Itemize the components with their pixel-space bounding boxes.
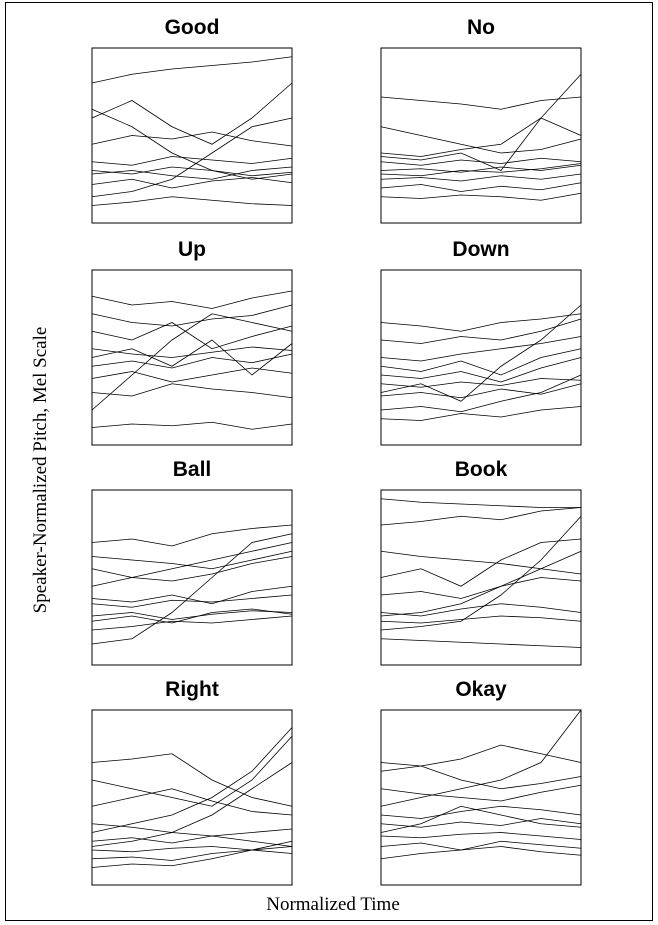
pitch-contour (380, 784, 582, 802)
pitch-contour (380, 173, 582, 182)
figure-border (5, 2, 653, 921)
pitch-contour (91, 762, 293, 847)
pitch-contour (380, 818, 582, 828)
plot-frame (380, 269, 582, 446)
pitch-contour (380, 846, 582, 860)
pitch-contour (380, 318, 582, 344)
pitch-contour (91, 156, 293, 166)
pitch-contour (91, 556, 293, 582)
pitch-contour (380, 515, 582, 631)
pitch-contour (380, 709, 582, 807)
pitch-contour (91, 56, 293, 84)
plot-frame (91, 489, 293, 666)
pitch-contour (91, 610, 293, 620)
pitch-contour (380, 744, 582, 772)
pitch-contour (380, 615, 582, 624)
pitch-contour (380, 96, 582, 110)
pitch-contour (91, 615, 293, 631)
pitch-contour (380, 805, 582, 819)
panel-title: Right (165, 678, 219, 701)
pitch-contour (91, 322, 293, 350)
pitch-contour (380, 313, 582, 332)
pitch-contour (380, 832, 582, 840)
pitch-contour (380, 538, 582, 587)
pitch-contour (380, 603, 582, 617)
pitch-contour (91, 753, 293, 807)
pitch-contour (380, 577, 582, 599)
pitch-contour (91, 353, 293, 369)
pitch-contour (91, 828, 293, 844)
pitch-contour (380, 550, 582, 575)
pitch-contour (91, 823, 293, 847)
pitch-contour (91, 550, 293, 570)
pitch-contour (380, 336, 582, 362)
x-axis-label: Normalized Time (266, 894, 400, 915)
pitch-contour (380, 550, 582, 617)
pitch-contour (91, 108, 293, 180)
pitch-contour (380, 73, 582, 157)
pitch-contour (91, 177, 293, 189)
pitch-contour (380, 182, 582, 192)
pitch-contour (91, 788, 293, 816)
plot-frame (380, 489, 582, 666)
pitch-contour (380, 348, 582, 376)
pitch-contour (380, 164, 582, 173)
y-axis-label: Speaker-Normalized Pitch, Mel Scale (30, 327, 51, 614)
pitch-contour (91, 524, 293, 547)
panel-title: Up (178, 238, 206, 261)
pitch-contour (380, 498, 581, 508)
pitch-contour (91, 166, 293, 180)
pitch-contour (380, 762, 582, 790)
plot-frame (91, 709, 293, 886)
pitch-contour (380, 406, 582, 421)
pitch-contour (380, 117, 582, 171)
panel-title: No (467, 16, 495, 39)
pitch-contour (91, 421, 293, 430)
pitch-contour (380, 126, 582, 154)
pitch-contour (91, 313, 293, 411)
plot-frame (91, 47, 293, 224)
pitch-contour (91, 542, 293, 587)
pitch-contour (380, 507, 582, 526)
pitch-contour (91, 339, 293, 376)
pitch-contour (91, 196, 293, 206)
pitch-contour (380, 357, 582, 383)
pitch-contour (91, 608, 293, 624)
pitch-contour (91, 727, 293, 833)
pitch-contour (380, 383, 582, 399)
pitch-contour (91, 533, 293, 645)
pitch-contour (91, 846, 293, 854)
panel-title: Good (165, 16, 220, 39)
pitch-contour (91, 383, 293, 399)
panel-title: Book (455, 458, 508, 481)
pitch-contour (91, 166, 293, 177)
pitch-contour (91, 131, 293, 147)
pitch-contour (91, 290, 293, 309)
pitch-contour (380, 840, 582, 851)
pitch-contour (91, 585, 293, 605)
pitch-contour (91, 304, 293, 327)
pitch-contour (380, 304, 582, 402)
pitch-contour (91, 346, 293, 358)
pitch-contour (380, 374, 582, 413)
panel-title: Down (452, 238, 509, 261)
pitch-contour (91, 82, 293, 145)
pitch-contour (91, 594, 293, 608)
pitch-contour (91, 367, 293, 383)
pitch-contour (380, 805, 582, 833)
pitch-contour (91, 735, 293, 807)
plot-frame (380, 709, 582, 886)
panel-title: Ball (173, 458, 212, 481)
pitch-contour (380, 192, 582, 201)
pitch-contour (91, 117, 293, 198)
pitch-contour (91, 846, 293, 861)
plot-frame (380, 47, 582, 224)
pitch-contour (380, 163, 582, 177)
pitch-contour (91, 840, 293, 868)
panel-title: Okay (455, 678, 507, 701)
pitch-contour (380, 638, 582, 648)
